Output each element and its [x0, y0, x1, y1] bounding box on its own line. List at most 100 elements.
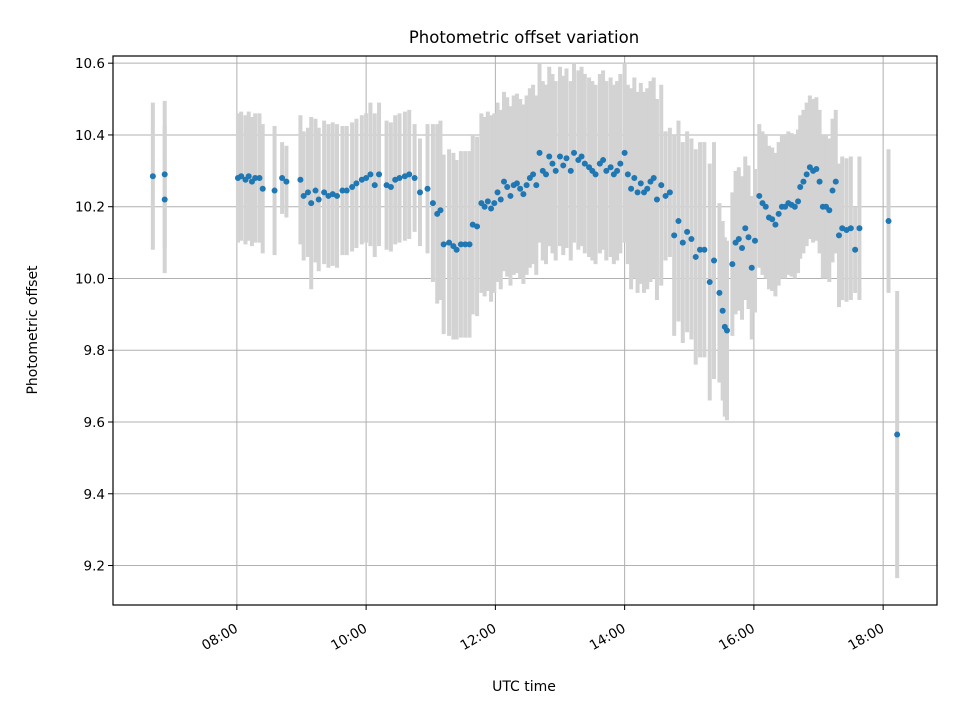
x-tick-label: 16:00 [716, 621, 758, 654]
data-point [769, 216, 776, 223]
data-point [847, 225, 854, 232]
data-point [484, 198, 491, 205]
data-point [692, 253, 699, 260]
data-point [300, 192, 307, 199]
data-point [462, 241, 469, 248]
data-point [624, 171, 631, 178]
data-point [411, 175, 418, 181]
data-point [363, 175, 370, 181]
data-point [321, 189, 328, 196]
data-point [628, 185, 635, 192]
data-point [481, 203, 488, 210]
y-tick-label: 10.2 [75, 200, 105, 216]
data-point [308, 200, 315, 207]
data-point [279, 175, 286, 181]
data-point [517, 185, 524, 192]
data-point [283, 178, 290, 185]
data-point [813, 166, 820, 173]
data-point [387, 183, 394, 190]
data-point [637, 180, 644, 187]
x-tick-label: 14:00 [587, 621, 629, 654]
data-point [675, 218, 682, 225]
data-point [634, 189, 641, 196]
y-tick-label: 9.4 [84, 487, 105, 503]
data-point [826, 207, 833, 214]
data-point [339, 187, 346, 194]
data-point [772, 221, 779, 228]
data-point [578, 153, 585, 160]
data-point [775, 210, 782, 217]
data-point [795, 198, 802, 205]
data-point [621, 149, 628, 156]
data-point [671, 232, 678, 239]
error-bars [150, 63, 900, 579]
data-point [453, 246, 460, 253]
data-point [149, 173, 156, 180]
data-point [504, 183, 511, 190]
data-point [497, 196, 504, 203]
data-point [406, 171, 413, 178]
data-point [614, 167, 621, 174]
data-point [560, 162, 567, 169]
data-point [245, 173, 252, 180]
data-point [488, 205, 495, 212]
data-point [446, 239, 453, 246]
y-tick-label: 10.0 [75, 271, 105, 287]
data-point [739, 244, 746, 251]
data-point [852, 246, 859, 253]
data-point [507, 192, 514, 199]
data-point [617, 160, 624, 167]
data-point [530, 171, 537, 178]
data-point [679, 239, 686, 246]
data-point [315, 196, 322, 203]
x-axis-label: UTC time [492, 679, 556, 695]
data-point [256, 175, 263, 181]
data-point [271, 187, 278, 194]
data-point [563, 155, 570, 162]
data-point [706, 279, 713, 286]
data-point [549, 160, 556, 167]
data-point [304, 189, 311, 196]
data-point [353, 180, 360, 187]
data-point [491, 200, 498, 207]
data-point [523, 182, 530, 189]
data-point [756, 192, 763, 199]
data-point [466, 241, 473, 248]
data-point [829, 187, 836, 194]
data-point [835, 232, 842, 239]
data-point [745, 234, 752, 241]
data-point [701, 246, 708, 253]
data-point [653, 196, 660, 203]
data-point [719, 307, 726, 314]
data-point [800, 178, 807, 185]
data-point [520, 191, 527, 198]
data-point [600, 157, 607, 164]
data-point [650, 175, 657, 181]
data-point [716, 289, 723, 296]
data-point [252, 175, 259, 181]
data-point [513, 180, 520, 187]
data-point [297, 176, 304, 183]
data-point [424, 185, 431, 192]
data-point [742, 225, 749, 232]
data-point [735, 236, 742, 242]
data-point [536, 149, 543, 156]
chart-title: Photometric offset variation [409, 28, 639, 47]
plot-frame [112, 55, 938, 606]
data-point [751, 237, 758, 244]
data-points [149, 149, 901, 438]
y-axis-ticks: 9.2 9.4 9.6 9.8 10.0 10.2 10.4 10.6 [75, 56, 113, 575]
y-tick-label: 10.6 [75, 56, 105, 72]
data-point [312, 187, 319, 194]
data-point [592, 171, 599, 178]
data-point [437, 207, 444, 214]
data-point [644, 185, 651, 192]
data-point [666, 189, 673, 196]
data-point [571, 149, 578, 156]
data-point [543, 171, 550, 178]
x-tick-label: 08:00 [199, 621, 241, 654]
data-point [161, 196, 168, 203]
data-point [343, 187, 350, 194]
x-tick-label: 10:00 [328, 621, 370, 654]
